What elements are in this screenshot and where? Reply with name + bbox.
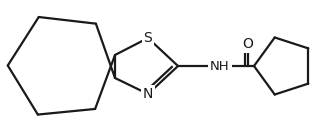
Text: NH: NH: [210, 60, 230, 72]
Text: N: N: [143, 87, 153, 101]
Text: S: S: [144, 31, 152, 45]
Text: O: O: [242, 37, 253, 51]
